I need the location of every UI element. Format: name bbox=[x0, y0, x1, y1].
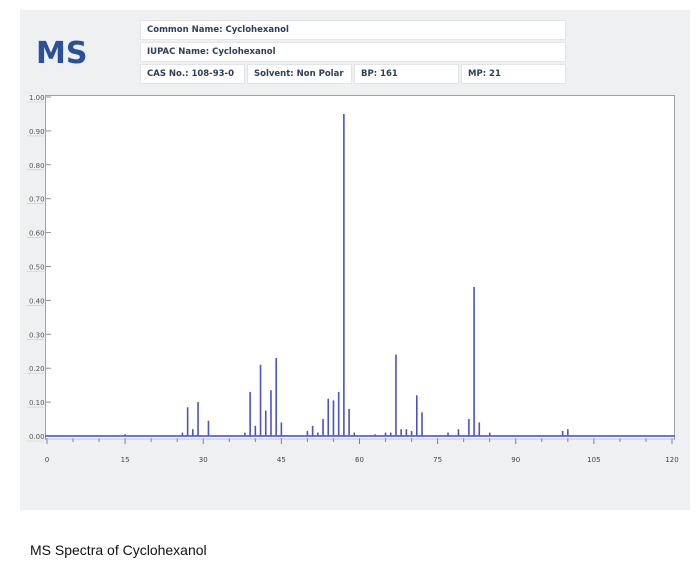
figure-caption: MS Spectra of Cyclohexanol bbox=[30, 542, 207, 558]
x-tick-label: 45 bbox=[277, 456, 286, 464]
y-tick-label: 0.90 bbox=[29, 128, 45, 136]
common-name-field: Common Name: Cyclohexanol bbox=[140, 20, 566, 40]
x-tick-label: 30 bbox=[199, 456, 208, 464]
plot-area bbox=[45, 95, 675, 440]
x-tick-label: 0 bbox=[45, 456, 49, 464]
y-tick-label: 0.50 bbox=[29, 264, 45, 272]
x-tick-label: 90 bbox=[511, 456, 520, 464]
x-tick-label: 120 bbox=[665, 456, 678, 464]
y-tick-label: 0.00 bbox=[29, 433, 45, 441]
ms-logo: MS bbox=[36, 36, 88, 71]
solvent-field: Solvent: Non Polar bbox=[247, 64, 352, 84]
x-tick-label: 75 bbox=[433, 456, 442, 464]
y-tick-label: 0.30 bbox=[29, 331, 45, 339]
y-tick-label: 0.10 bbox=[29, 399, 45, 407]
x-tick-label: 60 bbox=[355, 456, 364, 464]
boiling-point-field: BP: 161 bbox=[354, 64, 459, 84]
y-tick-label: 0.60 bbox=[29, 230, 45, 238]
iupac-name-field: IUPAC Name: Cyclohexanol bbox=[140, 42, 566, 62]
y-tick-label: 0.70 bbox=[29, 196, 45, 204]
melting-point-field: MP: 21 bbox=[461, 64, 566, 84]
y-tick-label: 0.20 bbox=[29, 365, 45, 373]
cas-number-field: CAS No.: 108-93-0 bbox=[140, 64, 245, 84]
y-tick-label: 0.80 bbox=[29, 162, 45, 170]
x-tick-label: 105 bbox=[587, 456, 600, 464]
x-tick-label: 15 bbox=[121, 456, 130, 464]
y-tick-label: 1.00 bbox=[29, 94, 45, 102]
y-tick-label: 0.40 bbox=[29, 297, 45, 305]
